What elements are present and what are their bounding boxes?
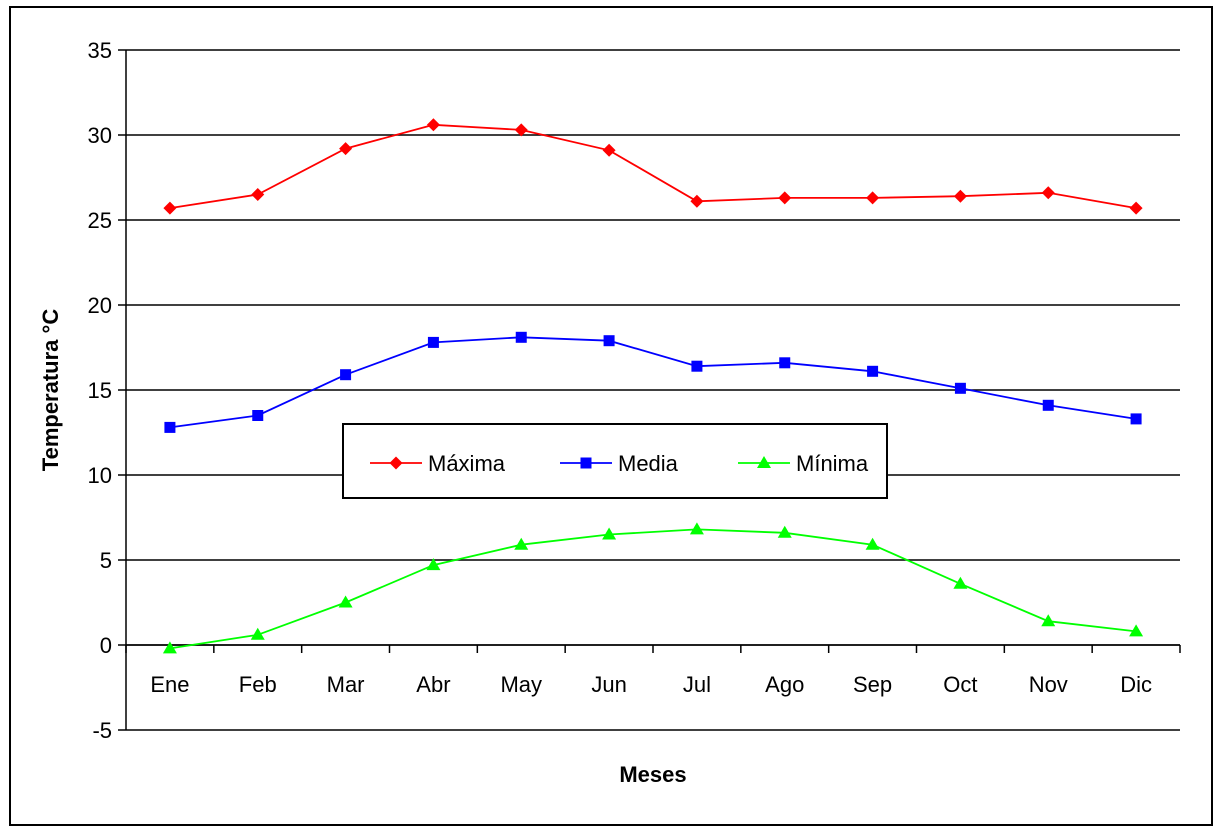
data-point bbox=[954, 382, 966, 394]
data-point bbox=[602, 143, 616, 157]
data-point bbox=[514, 123, 528, 137]
data-point bbox=[778, 191, 792, 205]
data-point bbox=[252, 410, 264, 421]
legend-items: Máxima Media Mínima bbox=[370, 451, 869, 476]
legend-label: Media bbox=[618, 451, 679, 476]
y-tick-label: 20 bbox=[88, 293, 112, 318]
data-point bbox=[1129, 201, 1143, 215]
data-point bbox=[1129, 624, 1144, 637]
data-point bbox=[867, 365, 879, 377]
data-point bbox=[689, 522, 704, 535]
y-tick-label: -5 bbox=[92, 718, 112, 743]
series-line bbox=[169, 336, 1137, 429]
x-tick-label: Sep bbox=[853, 672, 892, 697]
data-point bbox=[426, 558, 441, 571]
legend: Máxima Media Mínima bbox=[342, 423, 888, 499]
legend-label: Mínima bbox=[796, 451, 869, 476]
y-tick-label: 25 bbox=[88, 208, 112, 233]
data-point bbox=[164, 421, 176, 433]
y-tick-label: 35 bbox=[88, 38, 112, 63]
data-point bbox=[953, 189, 967, 203]
x-tick-label: Oct bbox=[943, 672, 977, 697]
series bbox=[162, 522, 1144, 654]
x-tick-label: Nov bbox=[1029, 672, 1068, 697]
y-tick-label: 30 bbox=[88, 123, 112, 148]
series-group bbox=[162, 118, 1144, 654]
data-point bbox=[251, 188, 265, 201]
data-point bbox=[163, 201, 177, 215]
data-point bbox=[602, 527, 617, 540]
data-point bbox=[865, 537, 880, 550]
y-tick-label: 5 bbox=[100, 548, 112, 573]
series-line bbox=[169, 528, 1137, 650]
data-point bbox=[250, 627, 265, 640]
data-point bbox=[866, 191, 880, 205]
data-point bbox=[691, 360, 703, 372]
x-tick-label: Feb bbox=[239, 672, 277, 697]
data-point bbox=[426, 118, 440, 132]
x-tick-label: Abr bbox=[416, 672, 450, 697]
x-tick-label: Mar bbox=[327, 672, 365, 697]
legend-marker bbox=[757, 456, 771, 468]
x-tick-label: Dic bbox=[1120, 672, 1152, 697]
y-axis-title: Temperatura °C bbox=[38, 309, 63, 472]
series-line bbox=[169, 123, 1137, 209]
y-tick-label: 0 bbox=[100, 633, 112, 658]
legend-label: Máxima bbox=[428, 451, 506, 476]
data-point bbox=[777, 525, 792, 538]
data-point bbox=[1130, 413, 1142, 425]
data-point bbox=[427, 336, 439, 348]
data-point bbox=[339, 142, 353, 156]
data-point bbox=[1041, 614, 1056, 627]
data-point bbox=[603, 335, 615, 347]
x-tick-label: Ago bbox=[765, 672, 804, 697]
data-point bbox=[162, 641, 177, 654]
axes: -5 0 5 10 15 20 25 30 35 Ene Feb Mar Abr May Jun Jul Ago… bbox=[88, 38, 1181, 743]
gridlines bbox=[126, 49, 1180, 646]
data-point bbox=[515, 331, 527, 343]
y-tick-label: 15 bbox=[88, 378, 112, 403]
x-tick-label: May bbox=[500, 672, 542, 697]
data-point bbox=[690, 194, 704, 208]
data-point bbox=[953, 576, 968, 589]
legend-box bbox=[342, 423, 888, 499]
y-tick-label: 10 bbox=[88, 463, 112, 488]
data-point bbox=[779, 357, 791, 369]
data-point bbox=[338, 595, 353, 608]
data-point bbox=[340, 369, 352, 381]
x-tick-label: Jun bbox=[591, 672, 626, 697]
series bbox=[163, 118, 1143, 215]
series bbox=[164, 331, 1142, 433]
x-tick-label: Ene bbox=[150, 672, 189, 697]
legend-marker bbox=[389, 456, 403, 470]
chart-frame bbox=[9, 6, 1213, 826]
data-point bbox=[514, 537, 529, 550]
data-point bbox=[1041, 186, 1055, 200]
x-tick-label: Jul bbox=[683, 672, 711, 697]
legend-marker bbox=[580, 457, 592, 469]
data-point bbox=[1042, 399, 1054, 411]
x-axis-title: Meses bbox=[619, 762, 686, 787]
